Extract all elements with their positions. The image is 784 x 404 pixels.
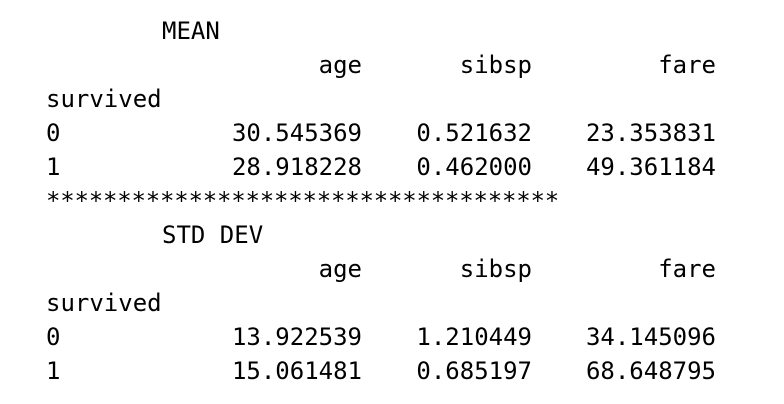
std-header-row: age sibsp fare: [46, 252, 726, 286]
separator-line: ************************************: [46, 187, 559, 215]
cell-age: 15.061481: [231, 357, 362, 385]
cell-age: 30.545369: [231, 119, 362, 147]
std-col-fare: fare: [658, 255, 716, 283]
table-row: 1 15.061481 0.685197 68.648795: [46, 354, 726, 388]
mean-index-name: survived: [46, 85, 162, 113]
cell-sibsp: 0.521632: [416, 119, 532, 147]
cell-fare: 49.361184: [585, 153, 716, 181]
std-title: STD DEV: [162, 221, 264, 249]
cell-sibsp: 1.210449: [416, 323, 532, 351]
cell-age: 28.918228: [231, 153, 362, 181]
std-index-name: survived: [46, 289, 162, 317]
cell-sibsp: 0.462000: [416, 153, 532, 181]
table-row: 0 13.922539 1.210449 34.145096: [46, 320, 726, 354]
cell-fare: 34.145096: [585, 323, 716, 351]
mean-col-sibsp: sibsp: [459, 51, 532, 79]
table-row: 1 28.918228 0.462000 49.361184: [46, 150, 726, 184]
mean-title: MEAN: [162, 17, 220, 45]
mean-col-fare: fare: [658, 51, 716, 79]
cell-fare: 23.353831: [585, 119, 716, 147]
row-index: 1: [46, 357, 61, 385]
mean-col-age: age: [318, 51, 362, 79]
table-row: 0 30.545369 0.521632 23.353831: [46, 116, 726, 150]
cell-age: 13.922539: [231, 323, 362, 351]
row-index: 0: [46, 119, 61, 147]
cell-fare: 68.648795: [585, 357, 716, 385]
cell-sibsp: 0.685197: [416, 357, 532, 385]
row-index: 1: [46, 153, 61, 181]
std-col-age: age: [318, 255, 362, 283]
row-index: 0: [46, 323, 61, 351]
mean-header-row: age sibsp fare: [46, 48, 726, 82]
std-col-sibsp: sibsp: [459, 255, 532, 283]
output-text-block: MEAN age sibsp fare survived 0 30.545369…: [46, 14, 726, 388]
